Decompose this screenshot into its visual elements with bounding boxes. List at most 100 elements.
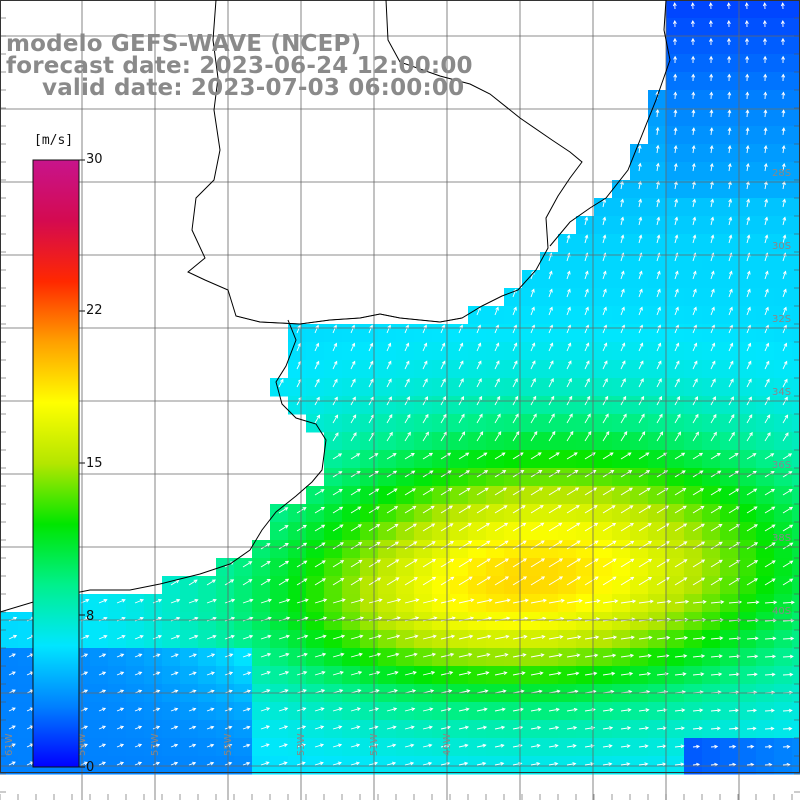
wind-arrow	[386, 634, 401, 640]
wind-arrow	[476, 452, 488, 460]
speed-cell	[396, 432, 415, 451]
wind-arrow	[638, 576, 653, 586]
speed-cell	[450, 432, 469, 451]
wind-arrow	[422, 431, 429, 442]
speed-cell	[774, 306, 793, 325]
speed-cell	[558, 252, 577, 271]
wind-arrow	[782, 578, 794, 586]
wind-arrow	[278, 616, 291, 622]
wind-arrow	[350, 360, 356, 370]
speed-cell	[414, 432, 433, 451]
wind-arrow	[98, 689, 107, 694]
wind-arrow	[727, 91, 732, 100]
speed-cell	[432, 360, 451, 379]
wind-arrow	[674, 234, 679, 244]
speed-cell	[594, 414, 613, 433]
wind-arrow	[458, 342, 464, 352]
wind-arrow	[116, 743, 125, 748]
wind-arrow	[548, 725, 560, 730]
wind-arrow	[638, 324, 644, 334]
wind-arrow	[656, 270, 661, 280]
wind-arrow	[655, 144, 660, 154]
speed-cell	[468, 414, 487, 433]
speed-cell	[288, 324, 307, 343]
wind-arrow	[746, 744, 755, 749]
speed-cell	[684, 360, 703, 379]
speed-cell	[720, 18, 739, 37]
wind-arrow	[782, 506, 794, 514]
wind-arrow	[710, 360, 716, 370]
wind-arrow	[494, 360, 500, 370]
wind-arrow	[763, 127, 768, 136]
speed-cell	[702, 144, 721, 163]
speed-cell	[666, 324, 685, 343]
wind-arrow	[548, 288, 553, 298]
wind-arrow	[278, 689, 289, 694]
wind-arrow	[260, 707, 271, 712]
speed-cell	[792, 738, 800, 757]
speed-cell	[648, 126, 667, 145]
speed-cell	[666, 108, 685, 127]
speed-cell	[774, 144, 793, 163]
wind-arrow	[674, 523, 688, 532]
wind-arrow	[494, 342, 500, 352]
speed-cell	[720, 234, 739, 253]
speed-cell	[342, 378, 361, 397]
speed-cell	[684, 342, 703, 361]
wind-arrow	[710, 431, 717, 442]
wind-arrow	[566, 707, 578, 712]
speed-cell	[414, 414, 433, 433]
wind-arrow	[8, 616, 18, 622]
wind-arrow	[692, 577, 706, 586]
wind-arrow	[458, 487, 471, 496]
wind-arrow	[386, 523, 399, 532]
wind-arrow	[98, 743, 107, 748]
wind-arrow	[278, 542, 289, 550]
wind-arrow	[530, 707, 542, 712]
speed-cell	[738, 378, 757, 397]
wind-arrow	[602, 708, 614, 712]
wind-arrow	[584, 306, 589, 316]
wind-arrow	[404, 505, 417, 514]
lon-label: 61W	[4, 733, 15, 756]
wind-arrow	[8, 634, 18, 640]
wind-arrow	[458, 431, 466, 442]
wind-arrow	[350, 506, 362, 514]
wind-arrow	[314, 689, 326, 694]
lon-label: 51W	[369, 733, 380, 756]
wind-arrow	[314, 670, 326, 676]
speed-cell	[630, 396, 649, 415]
wind-arrow	[404, 559, 418, 568]
speed-cell	[648, 378, 667, 397]
wind-arrow	[350, 324, 355, 334]
speed-cell	[558, 324, 577, 343]
wind-arrow	[278, 578, 290, 586]
wind-arrow	[476, 558, 491, 568]
wind-arrow	[332, 560, 345, 568]
wind-arrow	[638, 270, 643, 280]
wind-arrow	[709, 73, 714, 82]
wind-arrow	[727, 162, 732, 172]
speed-cell	[576, 360, 595, 379]
wind-arrow	[602, 744, 613, 748]
wind-arrow	[332, 707, 343, 712]
wind-arrow	[350, 378, 356, 388]
wind-arrow	[314, 743, 325, 748]
wind-arrow	[728, 654, 741, 659]
speed-cell	[756, 90, 775, 109]
wind-arrow	[728, 708, 740, 713]
speed-cell	[450, 396, 469, 415]
wind-arrow	[584, 288, 589, 298]
speed-cell	[666, 162, 685, 181]
wind-arrow	[188, 579, 198, 586]
wind-arrow	[548, 762, 559, 766]
wind-arrow	[602, 360, 608, 370]
wind-arrow	[332, 360, 338, 370]
speed-cell	[342, 432, 361, 451]
wind-arrow	[530, 487, 544, 496]
speed-cell	[774, 360, 793, 379]
wind-arrow	[746, 270, 751, 280]
speed-cell	[594, 342, 613, 361]
wind-arrow	[170, 598, 181, 604]
wind-arrow	[692, 198, 697, 208]
